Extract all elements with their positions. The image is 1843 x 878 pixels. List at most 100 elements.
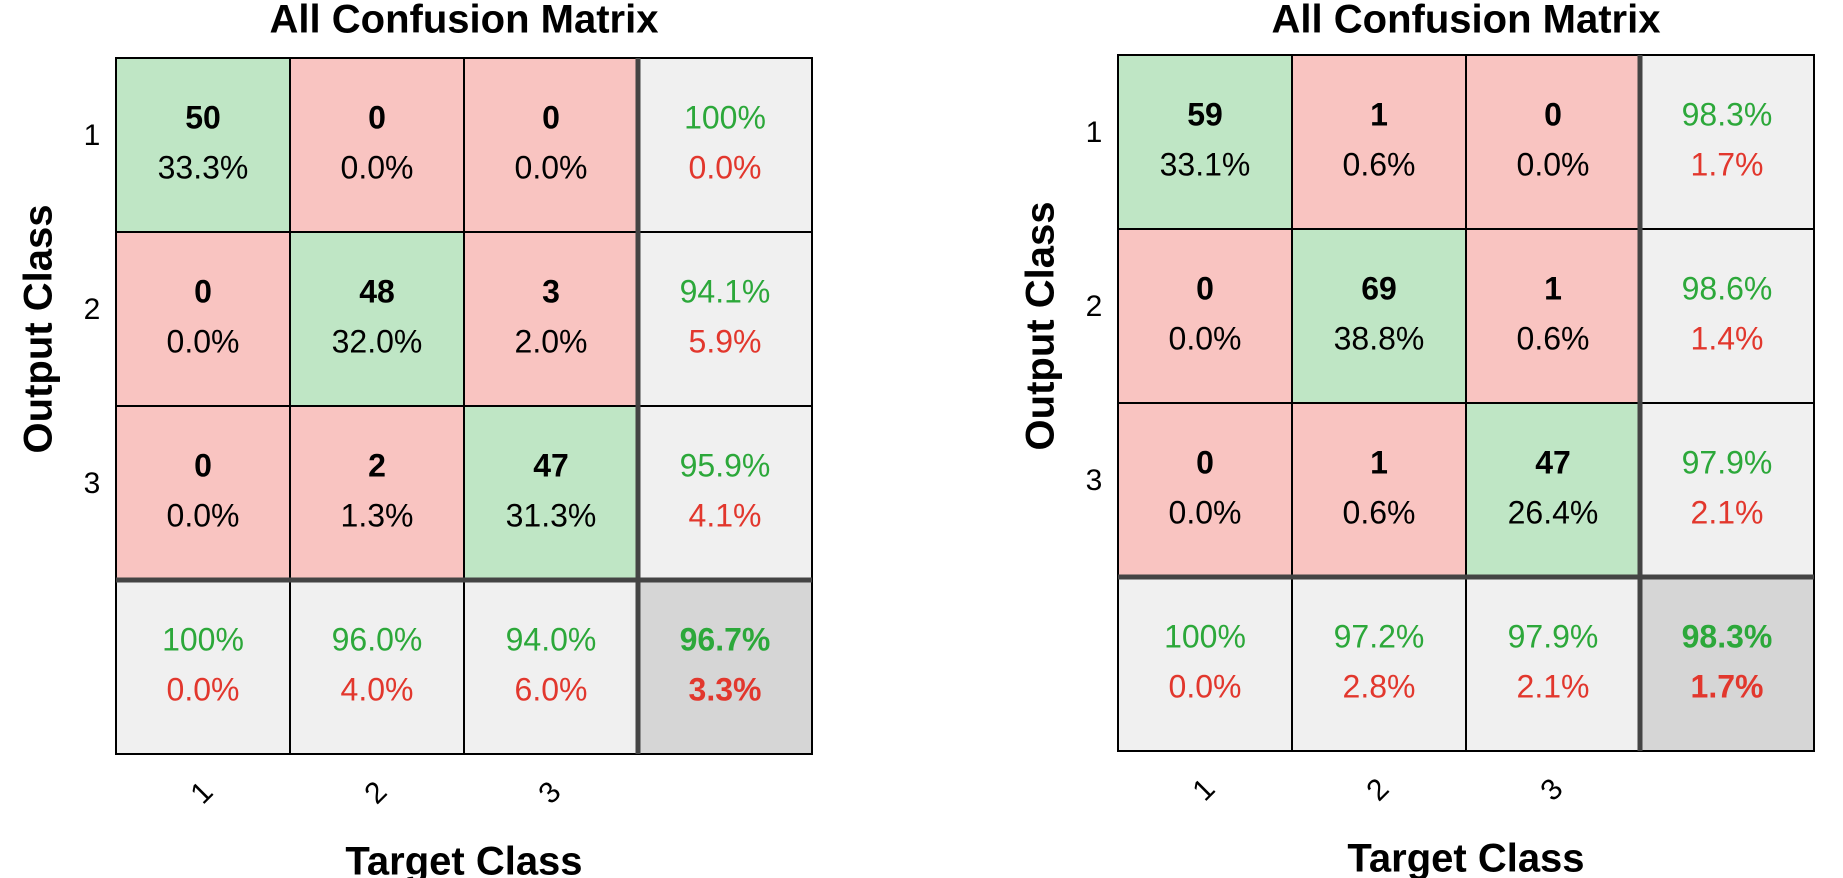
column-error: 0.0% [167,671,240,707]
matrix-cell-background [1465,54,1641,230]
column-summary-cell: 96.0% 4.0% [289,579,465,755]
matrix-cell-background [1117,54,1293,230]
matrix-cell: 0 0.0% [289,57,465,233]
matrix-cell: 1 0.6% [1465,228,1641,404]
cell-count: 0 [194,447,212,483]
row-summary-cell-background [1639,402,1815,578]
chart-title: All Confusion Matrix [1272,0,1661,42]
cell-percent: 33.1% [1160,146,1251,182]
row-summary-cell-background [637,231,813,407]
column-accuracy: 100% [1164,618,1246,654]
column-error: 6.0% [515,671,588,707]
cell-count: 69 [1361,270,1397,306]
y-axis-label: Output Class [17,205,61,454]
column-summary-cell-background [1291,576,1467,752]
column-accuracy: 96.0% [332,621,423,657]
row-accuracy: 95.9% [680,447,771,483]
row-summary-cell: 98.3% 1.7% [1639,54,1815,230]
cell-percent: 33.3% [158,149,249,185]
x-tick-label: 2 [1360,772,1395,807]
cell-count: 2 [368,447,386,483]
overall-error: 3.3% [689,671,762,707]
matrix-cell: 47 26.4% [1465,402,1641,578]
matrix-cell: 0 0.0% [1465,54,1641,230]
cell-percent: 0.6% [1517,320,1590,356]
column-error: 0.0% [1169,668,1242,704]
matrix-cell-background [1117,402,1293,578]
row-error: 2.1% [1691,494,1764,530]
matrix-cell-background [115,405,291,581]
column-summary-cell: 100% 0.0% [115,579,291,755]
cell-count: 0 [368,99,386,135]
column-summary-cell-background [1465,576,1641,752]
matrix-cell-background [1465,402,1641,578]
column-error: 2.8% [1343,668,1416,704]
y-axis-label: Output Class [1019,202,1063,451]
matrix-cell-background [1465,228,1641,404]
matrix-cell: 0 0.0% [115,405,291,581]
matrix-cell: 50 33.3% [115,57,291,233]
row-summary-cell-background [1639,54,1815,230]
confusion-matrix-panel-2: All Confusion Matrix 59 33.1% 1 0.6% 0 0.0% 98.… [1019,0,1815,878]
row-summary-cell: 97.9% 2.1% [1639,402,1815,578]
cell-percent: 0.0% [341,149,414,185]
row-error: 1.7% [1691,146,1764,182]
row-accuracy: 98.6% [1682,270,1773,306]
column-summary-cell-background [289,579,465,755]
cell-count: 47 [533,447,569,483]
row-summary-cell: 94.1% 5.9% [637,231,813,407]
overall-accuracy-cell: 98.3% 1.7% [1639,576,1815,752]
cell-percent: 0.0% [1169,494,1242,530]
overall-accuracy-cell-background [637,579,813,755]
x-tick-label: 2 [358,775,393,810]
matrix-cell-background [1291,54,1467,230]
y-tick-label: 2 [84,293,101,326]
row-summary-cell-background [637,405,813,581]
cell-percent: 0.0% [1517,146,1590,182]
cell-percent: 32.0% [332,323,423,359]
row-accuracy: 98.3% [1682,96,1773,132]
cell-count: 48 [359,273,395,309]
matrix-cell: 48 32.0% [289,231,465,407]
cell-percent: 0.0% [167,497,240,533]
matrix-cell: 0 0.0% [1117,228,1293,404]
confusion-matrix-panel-1: All Confusion Matrix5033.3%00.0%00.0%100… [17,0,813,878]
matrix-cell-background [115,57,291,233]
cell-count: 0 [1196,444,1214,480]
overall-accuracy-cell-background [1639,576,1815,752]
matrix-cell: 0 0.0% [1117,402,1293,578]
row-accuracy: 94.1% [680,273,771,309]
cell-percent: 1.3% [341,497,414,533]
column-accuracy: 94.0% [506,621,597,657]
overall-accuracy-cell: 96.7% 3.3% [637,579,813,755]
x-axis-label: Target Class [1347,837,1584,878]
matrix-cell-background [1291,402,1467,578]
cell-percent: 0.0% [167,323,240,359]
overall-error: 1.7% [1691,668,1764,704]
y-tick-label: 1 [84,119,101,152]
cell-percent: 0.6% [1343,494,1416,530]
cell-count: 3 [542,273,560,309]
cell-count: 1 [1370,96,1388,132]
overall-accuracy: 98.3% [1682,618,1773,654]
row-summary-cell-background [1639,228,1815,404]
cell-count: 0 [194,273,212,309]
cell-percent: 0.6% [1343,146,1416,182]
row-summary-cell: 95.9% 4.1% [637,405,813,581]
x-tick-label: 3 [532,775,567,810]
cell-percent: 26.4% [1508,494,1599,530]
y-tick-label: 3 [84,467,101,500]
matrix-cell-background [463,405,639,581]
overall-accuracy: 96.7% [680,621,771,657]
matrix-cell-background [289,231,465,407]
y-tick-label: 1 [1086,116,1103,149]
column-summary-cell-background [1117,576,1293,752]
matrix-cell: 47 31.3% [463,405,639,581]
row-error: 4.1% [689,497,762,533]
y-tick-label: 3 [1086,464,1103,497]
row-summary-cell: 98.6% 1.4% [1639,228,1815,404]
matrix-cell-background [115,231,291,407]
matrix-cell: 2 1.3% [289,405,465,581]
column-summary-cell-background [463,579,639,755]
